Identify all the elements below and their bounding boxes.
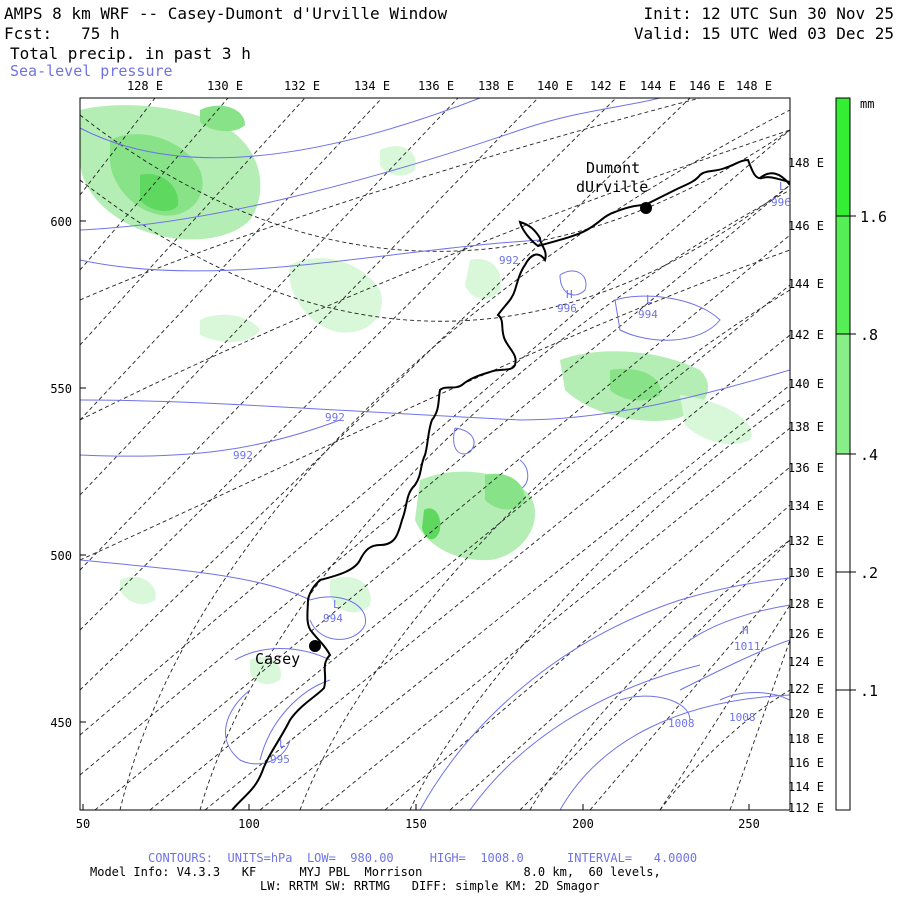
- colorbar-bin: [836, 454, 850, 572]
- precip-shading: [80, 105, 752, 685]
- top-lon-label: 138 E: [478, 79, 514, 93]
- bottom-axis-label: 200: [572, 817, 594, 831]
- colorbar: [835, 97, 856, 811]
- low-pressure-center: L: [779, 180, 786, 193]
- contour-label: 994: [638, 308, 658, 321]
- high-pressure-center: H: [566, 288, 573, 301]
- low-pressure-center: L: [646, 293, 653, 306]
- top-lon-label: 132 E: [284, 79, 320, 93]
- contour-info: CONTOURS: UNITS=hPa LOW= 980.00 HIGH= 10…: [148, 851, 698, 865]
- map-frame: [79, 97, 791, 811]
- casey-station-marker: [309, 640, 321, 652]
- contour-label: 995: [270, 753, 290, 766]
- init-time: Init: 12 UTC Sun 30 Nov 25: [643, 4, 894, 23]
- contour-label: 994: [323, 612, 343, 625]
- top-lon-label: 148 E: [736, 79, 772, 93]
- right-lon-label: 114 E: [788, 780, 824, 794]
- right-lon-label: 120 E: [788, 707, 824, 721]
- right-lon-label: 118 E: [788, 732, 824, 746]
- colorbar-bin: [836, 690, 850, 810]
- top-lon-label: 142 E: [590, 79, 626, 93]
- colorbar-bin: [836, 334, 850, 454]
- right-lon-label: 144 E: [788, 277, 824, 291]
- axis-ticks: [80, 220, 750, 810]
- contour-label: 992: [325, 411, 345, 424]
- contour-label: 1008: [668, 717, 695, 730]
- contour-label: 992: [233, 449, 253, 462]
- top-lon-label: 146 E: [689, 79, 725, 93]
- contour-label: 1008: [729, 711, 756, 724]
- valid-time: Valid: 15 UTC Wed 03 Dec 25: [633, 24, 894, 43]
- right-lon-label: 126 E: [788, 627, 824, 641]
- top-lon-label: 134 E: [354, 79, 390, 93]
- colorbar-label: .4: [860, 446, 878, 464]
- low-pressure-center: L: [333, 598, 340, 611]
- right-lon-label: 132 E: [788, 534, 824, 548]
- left-axis-label: 600: [50, 215, 72, 229]
- forecast-hour: Fcst: 75 h: [4, 24, 120, 43]
- colorbar-unit: mm: [860, 97, 874, 111]
- overlay-name: Sea-level pressure: [10, 62, 173, 80]
- chart-title: AMPS 8 km WRF -- Casey-Dumont d'Urville …: [4, 4, 448, 23]
- right-lon-label: 146 E: [788, 219, 824, 233]
- right-lon-label: 138 E: [788, 420, 824, 434]
- right-lon-label: 116 E: [788, 756, 824, 770]
- right-lon-label: 136 E: [788, 461, 824, 475]
- right-lon-label: 130 E: [788, 566, 824, 580]
- contour-label: 992: [499, 254, 519, 267]
- field-name: Total precip. in past 3 h: [10, 44, 251, 63]
- right-lon-label: 134 E: [788, 499, 824, 513]
- left-axis-label: 550: [50, 382, 72, 396]
- colorbar-bin: [836, 98, 850, 216]
- colorbar-bin: [836, 216, 850, 334]
- right-lon-label: 140 E: [788, 377, 824, 391]
- right-lon-label: 112 E: [788, 801, 824, 815]
- bottom-axis-label: 150: [405, 817, 427, 831]
- colorbar-label: 1.6: [860, 208, 887, 226]
- top-lon-label: 144 E: [640, 79, 676, 93]
- pressure-contours: [80, 98, 790, 810]
- colorbar-label: .1: [860, 682, 878, 700]
- right-lon-label: 128 E: [788, 597, 824, 611]
- top-lon-label: 130 E: [207, 79, 243, 93]
- colorbar-bin: [836, 572, 850, 690]
- left-axis-label: 500: [50, 549, 72, 563]
- dumont-label-line2: dUrville: [576, 178, 648, 196]
- top-lon-label: 136 E: [418, 79, 454, 93]
- right-lon-label: 124 E: [788, 655, 824, 669]
- colorbar-label: .8: [860, 326, 878, 344]
- bottom-axis-label: 50: [76, 817, 90, 831]
- model-info: Model Info: V4.3.3 KF MYJ PBL Morrison 8…: [90, 865, 661, 879]
- dumont-label-line1: Dumont: [586, 159, 640, 177]
- contour-label: 996: [771, 196, 791, 209]
- top-lon-label: 128 E: [127, 79, 163, 93]
- bottom-axis-label: 250: [738, 817, 760, 831]
- left-axis-label: 450: [50, 716, 72, 730]
- casey-label: Casey: [255, 650, 300, 668]
- contour-label: 996: [557, 302, 577, 315]
- contour-label: 1011: [734, 640, 761, 653]
- dumont-durville-station-marker: [640, 202, 652, 214]
- low-pressure-center: L: [279, 737, 286, 750]
- right-lon-label: 122 E: [788, 682, 824, 696]
- colorbar-label: .2: [860, 564, 878, 582]
- physics-info: LW: RRTM SW: RRTMG DIFF: simple KM: 2D S…: [260, 879, 600, 893]
- coastline: [231, 158, 790, 810]
- top-lon-label: 140 E: [537, 79, 573, 93]
- right-lon-label: 148 E: [788, 156, 824, 170]
- high-pressure-center: H: [742, 624, 749, 637]
- bottom-axis-label: 100: [238, 817, 260, 831]
- right-lon-label: 142 E: [788, 328, 824, 342]
